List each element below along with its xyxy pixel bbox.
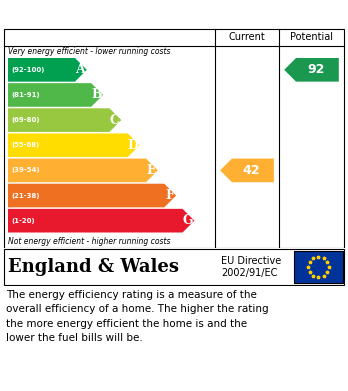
Text: Not energy efficient - higher running costs: Not energy efficient - higher running co… <box>8 237 171 246</box>
Text: D: D <box>128 139 139 152</box>
Text: F: F <box>165 189 174 202</box>
Text: England & Wales: England & Wales <box>8 258 179 276</box>
Text: (21-38): (21-38) <box>11 192 40 199</box>
Text: C: C <box>110 114 120 127</box>
Text: Energy Efficiency Rating: Energy Efficiency Rating <box>6 7 216 22</box>
Text: G: G <box>183 214 193 227</box>
Polygon shape <box>8 133 140 157</box>
Text: Very energy efficient - lower running costs: Very energy efficient - lower running co… <box>8 47 171 57</box>
Polygon shape <box>8 108 121 132</box>
Bar <box>294 251 343 283</box>
Polygon shape <box>8 83 103 107</box>
Text: Current: Current <box>229 32 266 42</box>
Text: B: B <box>91 88 102 101</box>
Text: Potential: Potential <box>290 32 333 42</box>
Text: EU Directive
2002/91/EC: EU Directive 2002/91/EC <box>221 256 281 278</box>
Text: The energy efficiency rating is a measure of the
overall efficiency of a home. T: The energy efficiency rating is a measur… <box>6 290 269 343</box>
Text: (81-91): (81-91) <box>11 92 40 98</box>
Polygon shape <box>8 184 176 207</box>
Text: (39-54): (39-54) <box>11 167 40 173</box>
Text: (1-20): (1-20) <box>11 218 34 224</box>
Polygon shape <box>8 58 87 82</box>
Text: E: E <box>147 164 156 177</box>
Polygon shape <box>8 209 195 233</box>
Text: 42: 42 <box>242 164 260 177</box>
Text: 92: 92 <box>307 63 324 76</box>
Text: (69-80): (69-80) <box>11 117 40 123</box>
Text: (92-100): (92-100) <box>11 67 45 73</box>
Polygon shape <box>284 58 339 82</box>
Polygon shape <box>220 159 274 182</box>
Polygon shape <box>8 159 158 182</box>
Text: A: A <box>76 63 85 76</box>
Text: (55-68): (55-68) <box>11 142 39 148</box>
